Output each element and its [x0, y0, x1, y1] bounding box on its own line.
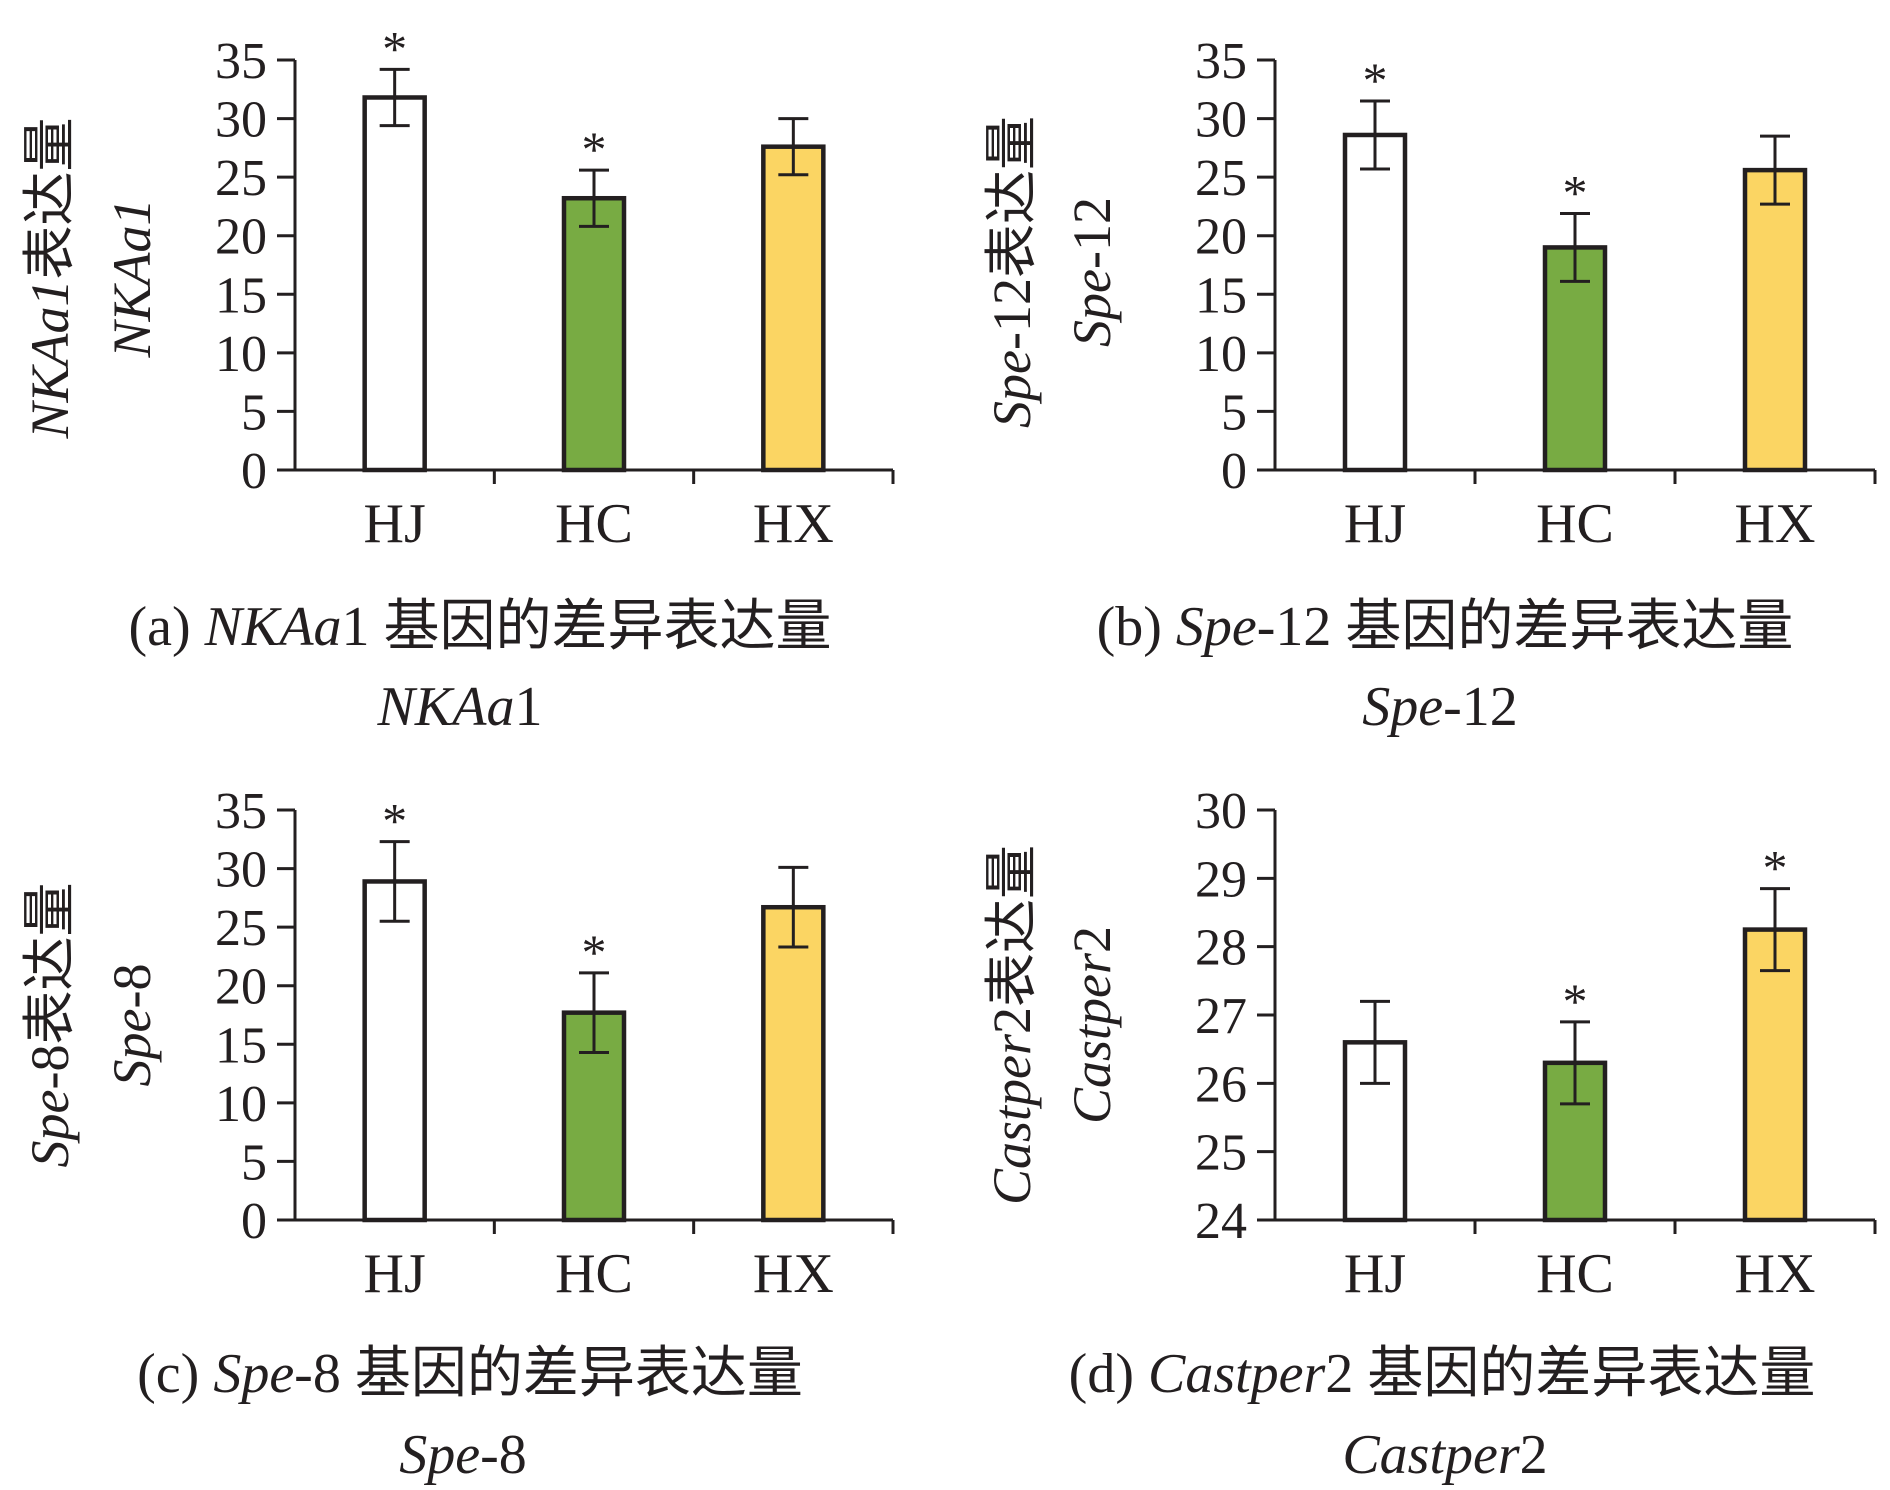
x-category-label: HX: [753, 493, 834, 555]
y-tick-label: 15: [1195, 267, 1247, 324]
y-tick-label: 28: [1195, 920, 1247, 977]
panel-d: 24 25 26 27 28 29 30 HJ * HC * HX Castper2表达量 Castp…: [982, 783, 1877, 1486]
x-category-label: HC: [555, 1243, 633, 1305]
significance-star: *: [582, 924, 607, 980]
y-tick-label: 30: [1195, 92, 1247, 149]
y-tick-label: 35: [1195, 33, 1247, 90]
panel-b-ylabel-en: Spe-12: [1062, 197, 1122, 347]
bar-HX: [761, 904, 826, 1223]
x-category-label: HJ: [364, 493, 426, 555]
y-tick-label: 20: [1195, 209, 1247, 266]
x-category-label: HX: [1735, 1243, 1816, 1305]
bar-HJ: [1342, 132, 1408, 473]
y-tick-label: 10: [215, 326, 267, 383]
x-category-label: HX: [753, 1243, 834, 1305]
x-category-label: HX: [1735, 493, 1816, 555]
panel-c-caption-en: Spe-8: [399, 1424, 527, 1486]
x-category-label: HC: [555, 493, 633, 555]
panel-c-ylabel-en: Spe-8: [102, 964, 162, 1087]
panel-a-ylabel-zh: NKAa1表达量: [20, 117, 80, 439]
significance-star: *: [1763, 840, 1788, 896]
x-category-label: HJ: [364, 1243, 426, 1305]
x-category-label: HC: [1536, 493, 1614, 555]
bar-HX: [1742, 167, 1808, 473]
y-tick-label: 15: [215, 267, 267, 324]
y-tick-label: 30: [215, 92, 267, 149]
x-category-label: HJ: [1344, 493, 1406, 555]
panel-d-plot: 24 25 26 27 28 29 30 HJ * HC * HX: [1195, 783, 1877, 1305]
y-tick-label: 10: [1195, 326, 1247, 383]
panel-d-ylabel-zh: Castper2表达量: [982, 845, 1042, 1205]
panel-d-ylabel-en: Castper2: [1062, 926, 1122, 1124]
y-tick-label: 30: [1195, 783, 1247, 840]
y-tick-label: 35: [215, 33, 267, 90]
panel-c-caption: (c) Spe-8 基因的差异表达量: [137, 1343, 803, 1405]
panel-a-ylabel-en: NKAa1: [102, 198, 162, 358]
bar-HJ: [362, 879, 427, 1223]
significance-star: *: [1363, 52, 1388, 108]
panel-b-caption-en: Spe-12: [1362, 676, 1518, 738]
panel-a-caption-en: NKAa1: [377, 676, 543, 738]
y-tick-label: 0: [241, 443, 267, 500]
y-tick-label: 27: [1195, 988, 1247, 1045]
panel-d-caption-en: Castper2: [1342, 1424, 1547, 1486]
bar-HC: [561, 195, 627, 473]
bar-HJ: [362, 95, 427, 473]
y-tick-label: 5: [241, 1134, 267, 1191]
significance-star: *: [582, 121, 607, 177]
y-tick-label: 26: [1195, 1056, 1247, 1113]
panel-c-ylabel-zh: Spe-8表达量: [20, 883, 80, 1168]
y-tick-label: 0: [1221, 443, 1247, 500]
x-category-label: HJ: [1344, 1243, 1406, 1305]
y-tick-label: 24: [1195, 1193, 1247, 1250]
y-tick-label: 35: [215, 783, 267, 840]
y-tick-label: 30: [215, 842, 267, 899]
panel-a-caption: (a) NKAa1 基因的差异表达量: [128, 596, 831, 658]
significance-star: *: [1563, 973, 1588, 1029]
y-tick-label: 5: [1221, 384, 1247, 441]
y-tick-label: 29: [1195, 851, 1247, 908]
y-tick-label: 25: [215, 150, 267, 207]
significance-star: *: [382, 793, 407, 849]
y-tick-label: 10: [215, 1076, 267, 1133]
significance-star: *: [382, 20, 407, 76]
x-category-label: HC: [1536, 1243, 1614, 1305]
y-tick-label: 0: [241, 1193, 267, 1250]
y-tick-label: 5: [241, 384, 267, 441]
y-tick-label: 25: [215, 900, 267, 957]
panel-b-caption: (b) Spe-12 基因的差异表达量: [1097, 596, 1794, 658]
y-tick-label: 25: [1195, 1125, 1247, 1182]
bar-HX: [1742, 927, 1808, 1223]
y-tick-label: 20: [215, 959, 267, 1016]
bar-HX: [761, 144, 826, 473]
significance-star: *: [1563, 164, 1588, 220]
y-tick-label: 15: [215, 1017, 267, 1074]
bar-HC: [1542, 245, 1608, 473]
y-tick-label: 20: [215, 209, 267, 266]
y-tick-label: 25: [1195, 150, 1247, 207]
panel-d-caption: (d) Castper2 基因的差异表达量: [1069, 1343, 1816, 1405]
panel-b-ylabel-zh: Spe-12表达量: [982, 116, 1042, 428]
